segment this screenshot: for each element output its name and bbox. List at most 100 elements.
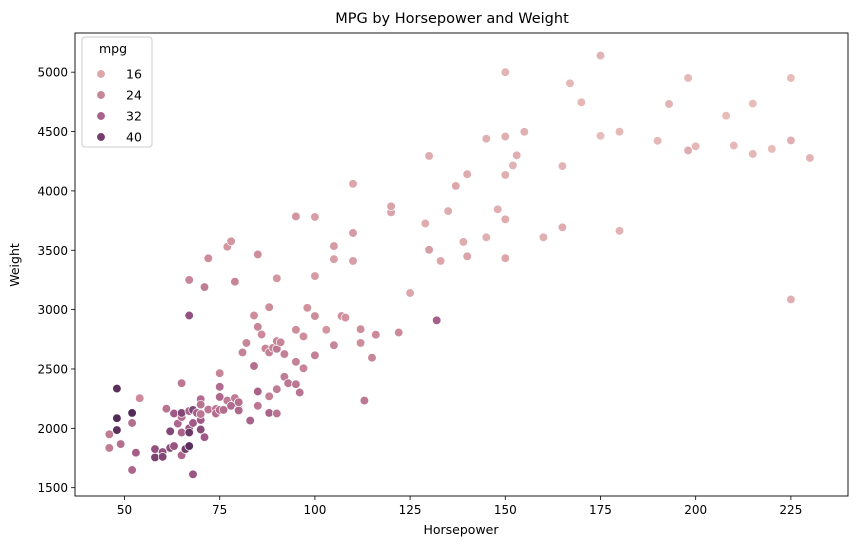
data-point	[595, 50, 606, 61]
data-point	[218, 405, 229, 415]
y-axis: 1500 2000 2500 3000 3500 4000 4500 5000	[37, 66, 75, 495]
data-point	[310, 271, 320, 281]
y-axis-label: Weight	[7, 243, 22, 287]
data-point	[127, 408, 137, 418]
data-point	[302, 303, 312, 313]
x-tick-label: 125	[399, 503, 422, 517]
data-point	[500, 253, 510, 263]
data-point	[481, 134, 491, 144]
x-tick-label: 50	[117, 503, 132, 517]
data-point	[215, 368, 225, 378]
data-point	[424, 245, 434, 255]
data-point	[310, 350, 320, 360]
data-point	[188, 418, 198, 428]
data-point	[184, 275, 194, 285]
data-point	[683, 145, 693, 156]
data-point	[348, 256, 358, 266]
legend-label: 40	[126, 130, 142, 145]
data-point	[272, 384, 282, 394]
data-point	[253, 249, 263, 260]
data-point	[234, 405, 244, 416]
legend-marker	[96, 111, 106, 121]
data-point	[595, 131, 606, 141]
data-point	[500, 131, 510, 142]
x-tick-label: 150	[494, 503, 517, 517]
data-point	[664, 99, 674, 109]
data-point	[169, 441, 179, 451]
data-point	[683, 73, 693, 83]
legend-label: 16	[126, 67, 142, 82]
data-point	[188, 469, 198, 479]
y-tick-label: 5000	[37, 66, 68, 80]
data-point	[196, 409, 206, 419]
data-point	[329, 241, 339, 251]
data-point	[805, 153, 815, 163]
data-point	[691, 141, 701, 151]
legend-label: 24	[126, 88, 142, 103]
plot-area-frame	[74, 32, 849, 497]
data-point	[500, 67, 510, 77]
data-point	[394, 327, 404, 338]
data-point	[435, 256, 446, 266]
data-point	[241, 338, 252, 348]
legend-title: mpg	[99, 41, 127, 56]
data-point	[253, 386, 263, 397]
data-point	[512, 150, 522, 160]
points-layer	[104, 50, 815, 479]
data-point	[295, 387, 305, 398]
data-point	[451, 181, 461, 191]
data-point	[359, 395, 370, 406]
y-tick-label: 2500	[37, 362, 68, 376]
legend-label: 32	[126, 109, 142, 124]
y-tick-label: 1500	[37, 481, 68, 495]
data-point	[291, 211, 301, 222]
data-point	[104, 443, 114, 453]
data-point	[614, 226, 625, 236]
data-point	[538, 232, 549, 242]
data-point	[348, 228, 358, 238]
data-point	[557, 222, 568, 232]
data-point	[272, 273, 282, 283]
data-point	[165, 426, 175, 436]
data-point	[329, 254, 339, 264]
x-tick-label: 75	[212, 503, 227, 517]
data-point	[131, 448, 141, 458]
data-point	[298, 331, 309, 342]
data-point	[256, 329, 267, 340]
data-point	[215, 392, 225, 402]
data-point	[557, 161, 568, 171]
data-point	[367, 353, 377, 363]
data-point	[184, 310, 194, 321]
data-point	[272, 408, 282, 419]
data-point	[462, 169, 472, 179]
legend-marker	[96, 90, 106, 100]
data-point	[729, 140, 739, 151]
data-point	[112, 413, 122, 423]
data-point	[500, 170, 510, 180]
data-point	[493, 204, 503, 214]
data-point	[199, 432, 210, 442]
x-axis: 50 75 100 125 150 175 200 225	[117, 496, 802, 517]
data-point	[104, 429, 114, 439]
data-point	[298, 363, 309, 373]
data-point	[135, 393, 145, 403]
chart-title: MPG by Horsepower and Weight	[335, 11, 569, 27]
data-point	[458, 237, 469, 247]
legend-marker	[96, 69, 106, 79]
data-point	[652, 136, 663, 146]
data-point	[748, 149, 758, 159]
x-tick-label: 225	[779, 503, 802, 517]
data-point	[348, 179, 358, 189]
data-point	[275, 337, 286, 347]
data-point	[310, 212, 320, 222]
data-point	[576, 97, 587, 107]
data-point	[386, 201, 396, 211]
data-point	[127, 465, 137, 475]
data-point	[245, 415, 255, 426]
data-point	[310, 311, 320, 321]
data-point	[253, 401, 263, 411]
data-point	[432, 315, 442, 325]
data-point	[199, 282, 210, 292]
data-point	[196, 399, 206, 410]
